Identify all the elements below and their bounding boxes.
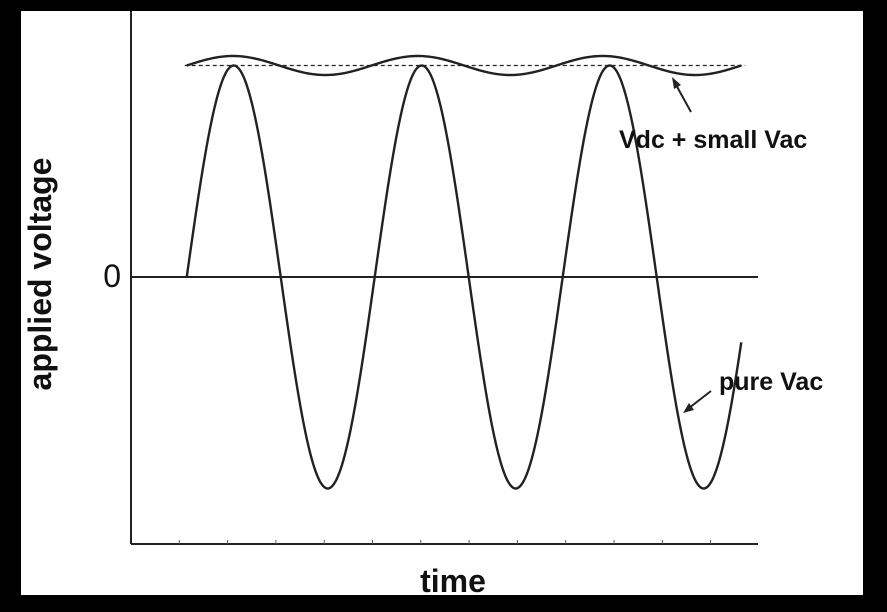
arrow-vdc-small-vac [674, 82, 692, 113]
arrow-pure-vac [688, 390, 712, 409]
arrowhead-pure-vac [683, 403, 694, 413]
y-tick-label-0: 0 [103, 258, 121, 294]
series-group [185, 54, 743, 490]
annotation-pure-vac: pure Vac [719, 368, 823, 396]
axes [130, 11, 758, 545]
x-axis-label: time [420, 563, 486, 595]
chart: 0 time applied voltage Vdc + small Vac p… [22, 11, 823, 595]
arrowhead-vdc-small-vac [672, 77, 681, 89]
annotation-vdc-small-vac: Vdc + small Vac [619, 126, 807, 154]
chart-frame: 0 time applied voltage Vdc + small Vac p… [21, 11, 863, 595]
x-axis-ticks [178, 540, 712, 544]
y-axis-label: applied voltage [22, 158, 58, 391]
series-line-pure-vac [185, 64, 743, 490]
series-line-vdc-small-vac [186, 54, 742, 77]
